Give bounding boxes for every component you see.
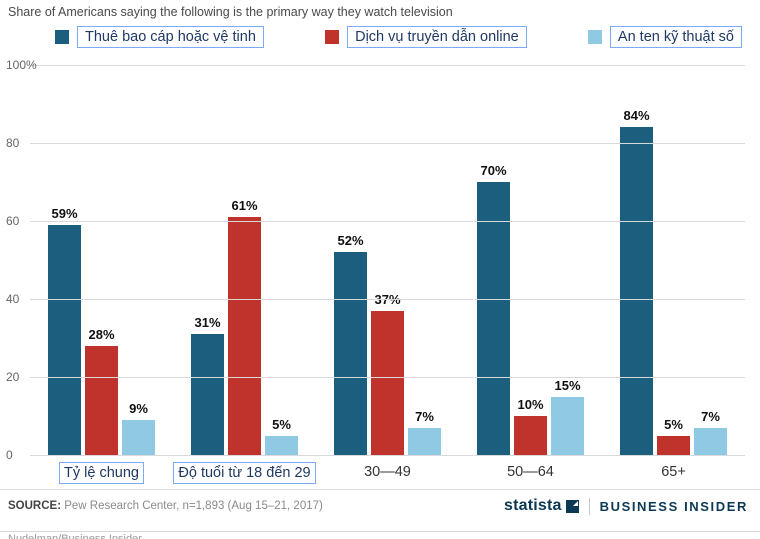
bar-series0-group3: 70%	[477, 163, 510, 455]
x-axis-category-label: 65+	[661, 464, 686, 480]
x-label-cell-2: 30—49	[334, 462, 441, 484]
x-axis-category-label: Độ tuổi từ 18 đến 29	[173, 462, 316, 484]
bar-group-3: 70% 10% 15%	[477, 163, 584, 455]
bar-group-4: 84% 5% 7%	[620, 108, 727, 455]
source-text: Pew Research Center, n=1,893 (Aug 15–21,…	[61, 500, 323, 512]
x-label-cell-3: 50—64	[477, 462, 584, 484]
y-axis-tick-label: 20	[6, 370, 20, 384]
bar-series2-group2: 7%	[408, 409, 441, 455]
bar-series2-group3: 15%	[551, 378, 584, 455]
bar-group-1: 31% 61% 5%	[191, 198, 298, 455]
x-axis-category-label: 30—49	[364, 464, 411, 480]
gridline	[30, 299, 745, 300]
bar-value-label: 7%	[701, 408, 720, 424]
bar-series1-group3: 10%	[514, 397, 547, 455]
y-axis-tick-label: 60	[6, 214, 20, 228]
legend-item-2: An ten kỹ thuật số	[587, 26, 742, 48]
bar-value-label: 7%	[415, 408, 434, 424]
y-axis-tick-label: 0	[6, 448, 13, 462]
gridline	[30, 143, 745, 144]
bar-value-label: 5%	[664, 416, 683, 432]
bar-series1-group4: 5%	[657, 417, 690, 455]
x-axis-category-label: Tỷ lệ chung	[59, 462, 144, 484]
plot-area: 59% 28% 9% 31% 61% 5% 52% 37% 7% 70% 10% 15% 84% 5% 7%…	[0, 58, 760, 462]
y-axis-tick-label: 100%	[6, 58, 37, 72]
statista-square-icon	[565, 499, 579, 513]
bar-value-label: 70%	[480, 163, 507, 178]
bar-value-label: 31%	[194, 315, 221, 331]
legend-swatch-icon	[325, 30, 340, 44]
x-axis-labels: Tỷ lệ chung Độ tuổi từ 18 đến 29 30—49 50—6…	[30, 462, 745, 484]
bar-series2-group0: 9%	[122, 401, 155, 455]
legend-item-0: Thuê bao cáp hoặc vệ tinh	[55, 26, 264, 48]
statista-logo: statista	[503, 497, 562, 514]
gridline	[30, 377, 745, 378]
bar-series0-group4: 84%	[620, 108, 653, 455]
bar-value-label: 9%	[129, 400, 148, 416]
y-axis-tick-label: 40	[6, 292, 20, 306]
bar-series0-group0: 59%	[48, 206, 81, 455]
bar-series2-group1: 5%	[265, 417, 298, 455]
x-axis-category-label: 50—64	[507, 464, 554, 480]
business-insider-logo: BUSINESS INSIDER	[599, 498, 748, 514]
source-label: SOURCE:	[8, 500, 62, 512]
bar-series1-group2: 37%	[371, 292, 404, 455]
gridline	[30, 65, 745, 66]
bar-series1-group1: 61%	[228, 198, 261, 455]
legend-swatch-icon	[587, 30, 602, 44]
brand-row: statista BUSINESS INSIDER	[504, 497, 748, 515]
chart-title: Share of Americans saying the following …	[8, 5, 453, 19]
bar-group-0: 59% 28% 9%	[48, 206, 155, 455]
bottom-divider	[0, 531, 760, 532]
brand-divider	[588, 497, 590, 515]
bar-value-label: 84%	[623, 108, 650, 124]
y-axis-tick-label: 80	[6, 136, 20, 150]
footer-divider	[0, 489, 760, 490]
source-row: SOURCE: Pew Research Center, n=1,893 (Au…	[8, 500, 323, 512]
legend: Thuê bao cáp hoặc vệ tinh Dịch vụ truyền …	[55, 26, 742, 48]
bar-series0-group2: 52%	[334, 233, 367, 455]
bar-group-2: 52% 37% 7%	[334, 233, 441, 455]
bar-value-label: 10%	[517, 397, 544, 412]
x-label-cell-0: Tỷ lệ chung	[48, 462, 155, 484]
gridline	[30, 455, 745, 456]
x-label-cell-1: Độ tuổi từ 18 đến 29	[173, 462, 316, 484]
bar-value-label: 5%	[272, 416, 291, 432]
bar-value-label: 52%	[337, 233, 364, 249]
bar-value-label: 59%	[51, 205, 78, 221]
gridline	[30, 221, 745, 222]
bar-value-label: 15%	[554, 377, 581, 393]
legend-item-1: Dịch vụ truyền dẫn online	[325, 26, 527, 48]
x-label-cell-4: 65+	[620, 462, 727, 484]
bar-series2-group4: 7%	[694, 409, 727, 455]
credit-text: Nudelman/Business Insider	[8, 533, 142, 539]
bar-value-label: 28%	[88, 326, 115, 342]
bar-series1-group0: 28%	[85, 327, 118, 455]
legend-label: Thuê bao cáp hoặc vệ tinh	[77, 26, 264, 48]
legend-swatch-icon	[55, 30, 69, 44]
bar-value-label: 61%	[231, 198, 258, 214]
legend-label: Dịch vụ truyền dẫn online	[347, 26, 527, 48]
bars-container: 59% 28% 9% 31% 61% 5% 52% 37% 7% 70% 10% 15% 84% 5% 7%	[30, 65, 745, 455]
legend-label: An ten kỹ thuật số	[609, 26, 742, 48]
bar-series0-group1: 31%	[191, 315, 224, 455]
